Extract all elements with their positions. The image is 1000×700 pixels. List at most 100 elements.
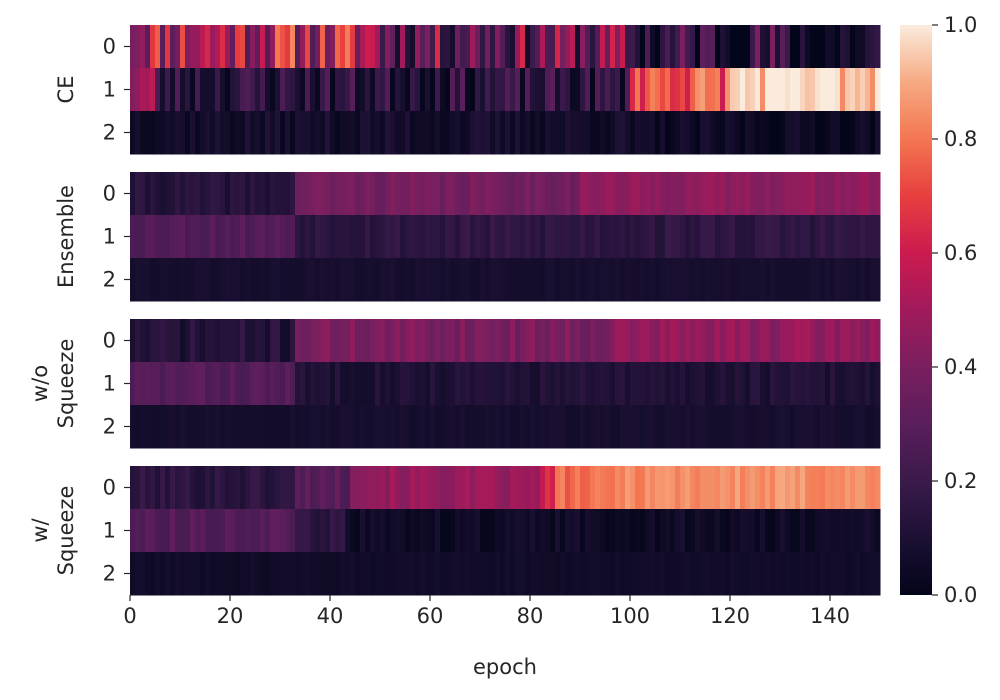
heatmap-cell (735, 466, 741, 510)
heatmap-cell (265, 25, 271, 69)
heatmap-cell (200, 319, 206, 363)
heatmap-cell (460, 466, 466, 510)
heatmap-cell (160, 509, 166, 553)
heatmap-cell (815, 68, 821, 112)
heatmap-cell (755, 25, 761, 69)
heatmap-cell (485, 111, 491, 155)
heatmap-cell (675, 111, 681, 155)
heatmap-cell (145, 111, 151, 155)
heatmap-cell (185, 552, 191, 596)
heatmap-cell (680, 509, 686, 553)
heatmap-cell (385, 466, 391, 510)
heatmap-cell (170, 552, 176, 596)
heatmap-cell (545, 25, 551, 69)
heatmap-cell (650, 509, 656, 553)
heatmap-cell (535, 258, 541, 302)
heatmap-cell (425, 319, 431, 363)
heatmap-cell (455, 68, 461, 112)
heatmap-cell (345, 552, 351, 596)
heatmap-cell (340, 552, 346, 596)
heatmap-cell (395, 258, 401, 302)
heatmap-cell (265, 552, 271, 596)
heatmap-cell (220, 111, 226, 155)
heatmap-cell (185, 111, 191, 155)
heatmap-cell (570, 25, 576, 69)
heatmap-cell (260, 362, 266, 406)
heatmap-cell (385, 405, 391, 449)
heatmap-cell (595, 466, 601, 510)
heatmap-cell (345, 25, 351, 69)
heatmap-cell (715, 362, 721, 406)
heatmap-cell (500, 552, 506, 596)
heatmap-cell (855, 362, 861, 406)
heatmap-cell (440, 25, 446, 69)
heatmap-cell (395, 172, 401, 216)
heatmap-cell (300, 405, 306, 449)
heatmap-cell (510, 68, 516, 112)
heatmap-cell (415, 509, 421, 553)
heatmap-cell (185, 68, 191, 112)
heatmap-cell (245, 25, 251, 69)
heatmap-cell (160, 172, 166, 216)
heatmap-cell (695, 552, 701, 596)
heatmap-cell (595, 405, 601, 449)
heatmap-cell (465, 68, 471, 112)
heatmap-cell (540, 552, 546, 596)
heatmap-cell (225, 258, 231, 302)
heatmap-cell (520, 362, 526, 406)
heatmap-cell (640, 111, 646, 155)
heatmap-cell (210, 172, 216, 216)
heatmap-cell (680, 405, 686, 449)
heatmap-cell (650, 68, 656, 112)
heatmap-cell (495, 25, 501, 69)
heatmap-cell (145, 258, 151, 302)
heatmap-cell (195, 111, 201, 155)
heatmap-cell (635, 509, 641, 553)
heatmap-cell (640, 405, 646, 449)
heatmap-cell (165, 362, 171, 406)
heatmap-cell (360, 509, 366, 553)
heatmap-cell (295, 319, 301, 363)
heatmap-row (130, 215, 881, 259)
heatmap-cell (645, 215, 651, 259)
heatmap-cell (275, 172, 281, 216)
heatmap-cell (230, 68, 236, 112)
heatmap-cell (650, 258, 656, 302)
heatmap-cell (670, 258, 676, 302)
heatmap-cell (200, 258, 206, 302)
heatmap-cell (140, 319, 146, 363)
heatmap-cell (270, 68, 276, 112)
heatmap-cell (445, 405, 451, 449)
heatmap-cell (505, 362, 511, 406)
heatmap-cell (665, 172, 671, 216)
heatmap-cell (600, 68, 606, 112)
heatmap-cell (460, 405, 466, 449)
heatmap-cell (605, 258, 611, 302)
heatmap-cell (600, 362, 606, 406)
heatmap-cell (480, 172, 486, 216)
heatmap-cell (630, 25, 636, 69)
heatmap-cell (550, 172, 556, 216)
heatmap-cell (510, 319, 516, 363)
heatmap-cell (705, 258, 711, 302)
heatmap-cell (290, 509, 296, 553)
heatmap-cell (680, 466, 686, 510)
heatmap-cell (380, 172, 386, 216)
heatmap-cell (370, 552, 376, 596)
heatmap-cell (650, 552, 656, 596)
heatmap-cell (565, 509, 571, 553)
heatmap-cell (770, 68, 776, 112)
heatmap-cell (845, 111, 851, 155)
heatmap-cell (200, 25, 206, 69)
heatmap-cell (875, 258, 881, 302)
heatmap-cell (355, 111, 361, 155)
heatmap-cell (750, 172, 756, 216)
heatmap-cell (800, 466, 806, 510)
heatmap-cell (640, 258, 646, 302)
heatmap-cell (820, 552, 826, 596)
heatmap-cell (490, 172, 496, 216)
heatmap-cell (670, 111, 676, 155)
heatmap-cell (525, 172, 531, 216)
heatmap-cell (275, 362, 281, 406)
